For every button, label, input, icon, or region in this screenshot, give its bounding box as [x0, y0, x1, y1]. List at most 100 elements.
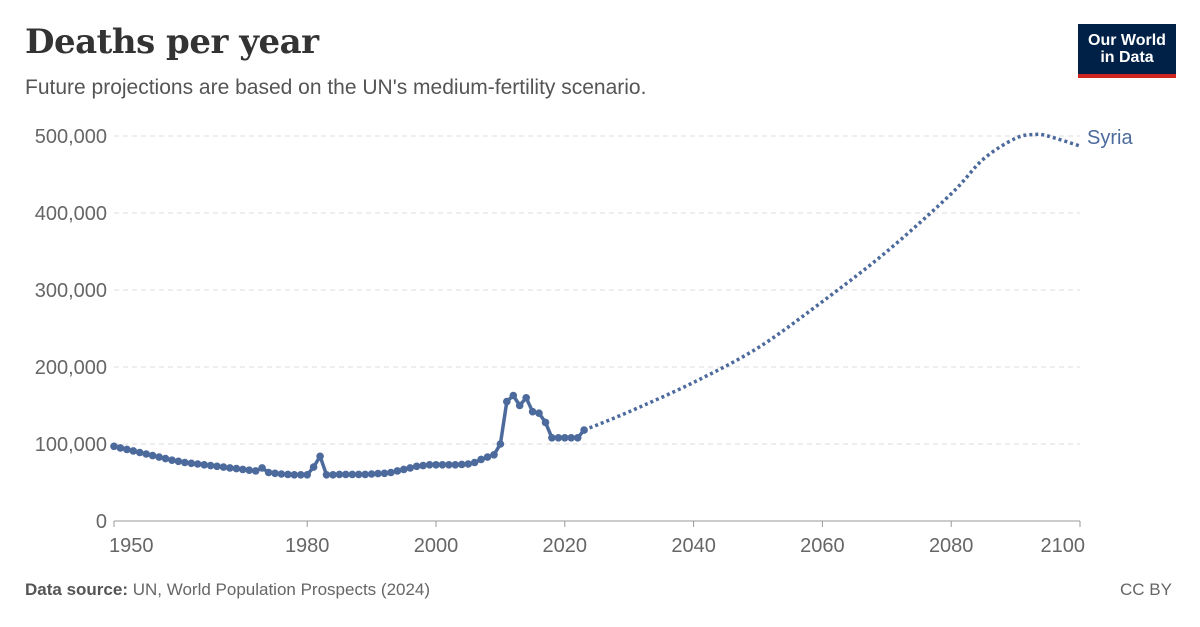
x-tick-label: 2080 [929, 535, 974, 557]
y-tick-label: 400,000 [35, 203, 107, 225]
data-point[interactable] [535, 409, 543, 418]
grid-lines [114, 135, 1080, 445]
data-point[interactable] [123, 445, 131, 454]
data-point[interactable] [219, 463, 228, 471]
data-point[interactable] [342, 470, 350, 479]
data-point[interactable] [548, 434, 556, 442]
data-point[interactable] [503, 397, 511, 406]
data-point[interactable] [284, 470, 292, 479]
data-point[interactable] [110, 442, 118, 451]
y-tick-label: 0 [96, 511, 107, 533]
data-point[interactable] [245, 466, 253, 475]
series-line-projection[interactable] [583, 132, 1081, 432]
data-point[interactable] [277, 470, 286, 478]
data-point[interactable] [496, 440, 505, 448]
data-point[interactable] [258, 464, 266, 472]
data-point[interactable] [567, 434, 575, 442]
data-point[interactable] [316, 452, 324, 461]
data-point[interactable] [181, 458, 189, 467]
x-tick-label: 2020 [543, 535, 588, 557]
data-point[interactable] [406, 464, 415, 472]
data-point[interactable] [322, 471, 331, 479]
data-point[interactable] [483, 453, 492, 461]
data-point[interactable] [155, 453, 163, 461]
data-point[interactable] [464, 460, 473, 468]
data-point[interactable] [200, 461, 208, 469]
data-point[interactable] [348, 470, 357, 479]
data-point[interactable] [515, 401, 524, 410]
y-tick-label: 300,000 [35, 280, 107, 302]
x-tick-label: 1950 [109, 535, 154, 557]
data-point[interactable] [354, 470, 363, 479]
data-point[interactable] [432, 461, 440, 469]
data-point[interactable] [522, 394, 530, 402]
data-point[interactable] [490, 451, 498, 459]
data-point[interactable] [554, 434, 563, 442]
data-point[interactable] [290, 471, 299, 479]
data-point[interactable] [213, 462, 221, 471]
data-point[interactable] [458, 460, 466, 469]
owid-logo[interactable]: Our World in Data [1078, 24, 1176, 78]
data-point[interactable] [232, 464, 241, 473]
data-point[interactable] [129, 447, 138, 455]
data-point[interactable] [142, 450, 150, 458]
data-point[interactable] [445, 461, 453, 469]
data-point[interactable] [400, 465, 408, 474]
data-point[interactable] [470, 458, 479, 467]
logo-line-1: Our World [1088, 32, 1166, 49]
axes: 0 100,000 200,000 300,000 400,000 500,000 1950… [35, 126, 1085, 557]
x-tick-label: 2060 [800, 535, 845, 557]
data-point[interactable] [309, 463, 318, 471]
data-point[interactable] [168, 456, 176, 465]
data-point[interactable] [193, 460, 202, 468]
data-point[interactable] [161, 454, 170, 463]
data-point[interactable] [425, 461, 434, 469]
data-point[interactable] [412, 462, 421, 471]
x-tick-label: 2100 [1041, 535, 1086, 557]
data-point[interactable] [438, 461, 447, 469]
x-tick-label: 2040 [671, 535, 716, 557]
data-point[interactable] [239, 465, 247, 474]
data-point[interactable] [387, 468, 395, 477]
data-point[interactable] [477, 455, 485, 464]
data-point[interactable] [380, 469, 389, 478]
data-point[interactable] [226, 464, 234, 472]
data-point[interactable] [303, 471, 312, 479]
data-point[interactable] [419, 461, 427, 470]
data-point[interactable] [541, 418, 550, 427]
data-point[interactable] [451, 461, 460, 469]
data-point[interactable] [264, 468, 273, 477]
logo-line-2: in Data [1100, 49, 1154, 66]
data-point[interactable] [174, 457, 183, 466]
data-source-label: Data source: [25, 580, 128, 599]
data-point[interactable] [148, 451, 157, 460]
data-point[interactable] [335, 470, 344, 479]
data-point[interactable] [297, 471, 305, 479]
y-tick-label: 500,000 [35, 126, 107, 148]
data-point[interactable] [374, 469, 382, 478]
series-label[interactable]: Syria [1087, 127, 1133, 149]
data-point[interactable] [367, 470, 376, 478]
license-link[interactable]: CC BY [1120, 580, 1172, 599]
chart-subtitle: Future projections are based on the UN's… [25, 76, 647, 99]
y-tick-label: 100,000 [35, 434, 107, 456]
x-tick-label: 2000 [414, 535, 459, 557]
data-point[interactable] [187, 459, 196, 468]
data-point[interactable] [393, 467, 402, 475]
data-point[interactable] [116, 444, 125, 452]
x-tick-label: 1980 [285, 535, 330, 557]
data-point[interactable] [528, 407, 537, 416]
data-point[interactable] [206, 461, 215, 470]
data-point[interactable] [573, 434, 582, 442]
data-point[interactable] [271, 469, 279, 478]
data-source-text[interactable]: UN, World Population Prospects (2024) [132, 580, 431, 599]
data-point[interactable] [251, 467, 260, 475]
data-point[interactable] [329, 471, 337, 479]
data-source: Data source: UN, World Population Prospe… [25, 580, 430, 600]
data-point[interactable] [361, 470, 370, 479]
data-point[interactable] [561, 434, 569, 442]
data-point[interactable] [136, 448, 144, 457]
data-point[interactable] [509, 391, 518, 400]
y-tick-label: 200,000 [35, 357, 107, 379]
